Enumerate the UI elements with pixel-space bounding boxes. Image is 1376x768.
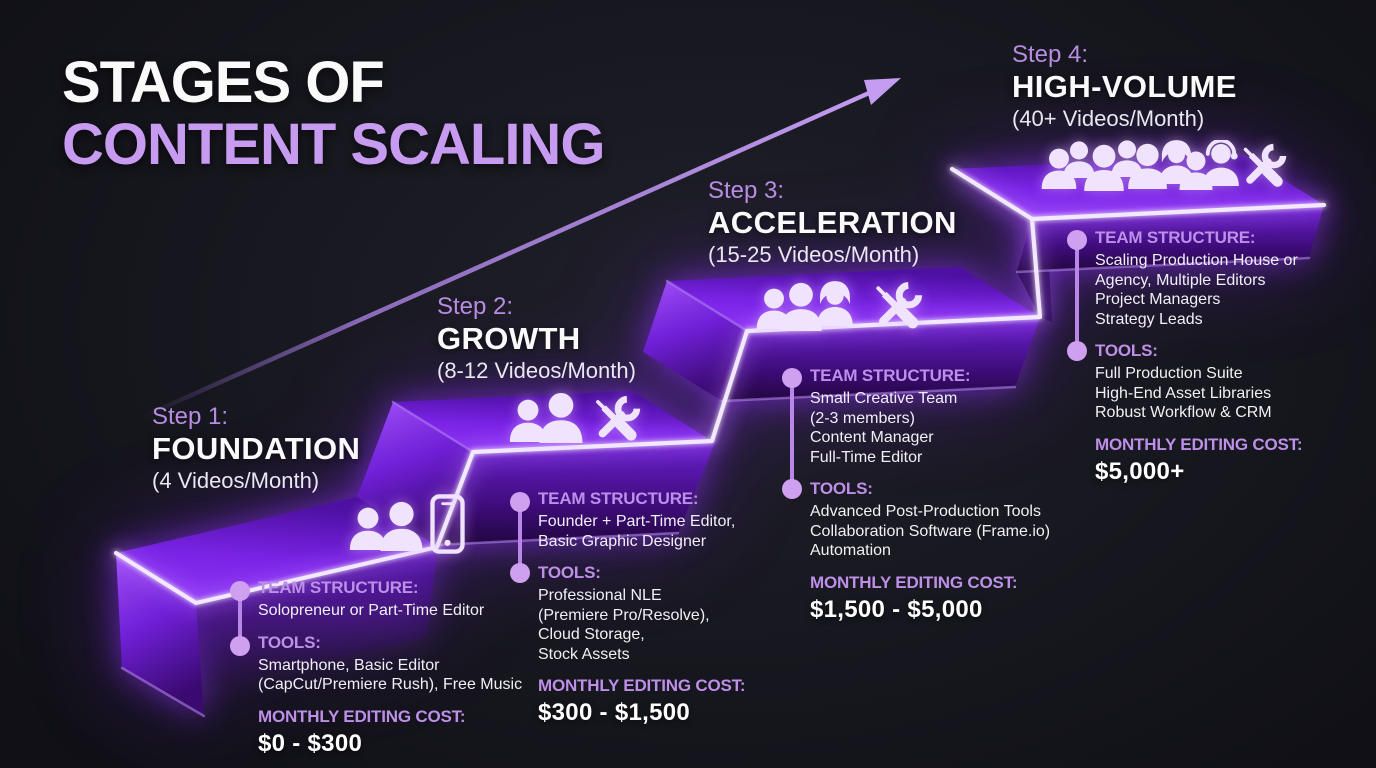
page-title-line-2: CONTENT SCALING <box>62 112 605 177</box>
step-2-videos: (8-12 Videos/Month) <box>437 358 636 383</box>
step-2-header: Step 2: GROWTH (8-12 Videos/Month) <box>437 292 636 385</box>
step-4-tools-text: Full Production Suite High-End Asset Lib… <box>1095 365 1272 421</box>
step-3-name: ACCELERATION <box>708 205 957 240</box>
step-1-cost-section: MONTHLY EDITING COST: $0 - $300 <box>258 707 548 758</box>
step-4-tools-section: TOOLS: Full Production Suite High-End As… <box>1095 341 1376 423</box>
page-title-line-1: STAGES OF <box>62 50 385 115</box>
step-3-riser <box>643 281 747 401</box>
step-3-videos: (15-25 Videos/Month) <box>708 242 920 267</box>
bullet-connectors <box>230 230 1087 656</box>
step-4-team-text: Scaling Production House or Agency, Mult… <box>1095 252 1298 328</box>
bullet-connector-step-3 <box>782 368 802 499</box>
step-3-header: Step 3: ACCELERATION (15-25 Videos/Month… <box>708 176 957 269</box>
step-edge-rims <box>120 256 1311 718</box>
step-1-tools-text: Smartphone, Basic Editor (CapCut/Premier… <box>258 656 523 694</box>
step-2-tools-heading: TOOLS: <box>538 563 601 582</box>
step-2-riser <box>357 402 473 545</box>
step-3-cost-section: MONTHLY EDITING COST: $1,500 - $5,000 <box>810 573 1110 624</box>
step-3-team-text: Small Creative Team (2-3 members) Conten… <box>810 390 958 466</box>
neon-edges <box>113 166 1327 606</box>
step-4-cost-section: MONTHLY EDITING COST: $5,000+ <box>1095 435 1376 486</box>
step-3-label: Step 3: <box>708 177 785 204</box>
step-2-cost-section: MONTHLY EDITING COST: $300 - $1,500 <box>538 676 818 727</box>
step-1-videos: (4 Videos/Month) <box>152 468 320 493</box>
bullet-connector-step-4 <box>1067 230 1087 361</box>
step-3-tools-text: Advanced Post-Production Tools Collabora… <box>810 503 1051 559</box>
step-3-tools-section: TOOLS: Advanced Post-Production Tools Co… <box>810 479 1110 561</box>
step-1-details: TEAM STRUCTURE: Solopreneur or Part-Time… <box>258 578 548 758</box>
bullet-connector-step-1 <box>230 581 250 656</box>
step-3-tools-heading: TOOLS: <box>810 479 873 498</box>
step-3-cost-heading: MONTHLY EDITING COST: <box>810 572 1018 592</box>
step-4-cost-value: $5,000+ <box>1095 457 1185 485</box>
step-1-tools-section: TOOLS: Smartphone, Basic Editor (CapCut/… <box>258 633 548 695</box>
step-1-cost-heading: MONTHLY EDITING COST: <box>258 706 466 726</box>
step-3-team-heading: TEAM STRUCTURE: <box>810 366 971 385</box>
step-2-front-face <box>435 440 716 545</box>
step-4-header: Step 4: HIGH-VOLUME (40+ Videos/Month) <box>1012 40 1237 133</box>
step-2-cost-value: $300 - $1,500 <box>538 699 691 726</box>
step-1-team-heading: TEAM STRUCTURE: <box>258 578 419 597</box>
step-2-tools-text: Professional NLE (Premiere Pro/Resolve),… <box>538 587 710 663</box>
step-1-cost-value: $0 - $300 <box>258 729 363 757</box>
step-4-front-face <box>1017 205 1324 272</box>
step-1-front-face <box>116 553 204 716</box>
step-3-cost-value: $1,500 - $5,000 <box>810 595 983 623</box>
step-2-team-text: Founder + Part-Time Editor, Basic Graphi… <box>538 513 736 550</box>
step-4-details: TEAM STRUCTURE: Scaling Production House… <box>1095 228 1376 486</box>
step-2-tools-section: TOOLS: Professional NLE (Premiere Pro/Re… <box>538 563 818 664</box>
step-1-platform <box>116 497 437 716</box>
step-1-tools-heading: TOOLS: <box>258 632 321 652</box>
growth-arrow-icon <box>139 78 901 421</box>
step-1-team-text: Solopreneur or Part-Time Editor <box>258 602 485 619</box>
step-4-label: Step 4: <box>1012 41 1089 68</box>
step-2-label: Step 2: <box>437 293 514 320</box>
step-2-cost-heading: MONTHLY EDITING COST: <box>538 676 746 695</box>
step-4-cost-heading: MONTHLY EDITING COST: <box>1095 434 1303 454</box>
step-2-name: GROWTH <box>437 321 581 356</box>
staircase <box>113 155 1327 718</box>
step-1-header: Step 1: FOUNDATION (4 Videos/Month) <box>152 402 360 495</box>
step-4-videos: (40+ Videos/Month) <box>1012 106 1205 131</box>
step-2-details: TEAM STRUCTURE: Founder + Part-Time Edit… <box>538 489 818 727</box>
step-3-details: TEAM STRUCTURE: Small Creative Team (2-3… <box>810 366 1110 624</box>
step-4-tools-heading: TOOLS: <box>1095 341 1158 360</box>
step-4-team-heading: TEAM STRUCTURE: <box>1095 228 1256 247</box>
page-title: STAGES OF CONTENT SCALING <box>62 50 605 177</box>
step-4-team-section: TEAM STRUCTURE: Scaling Production House… <box>1095 228 1376 329</box>
step-2-team-heading: TEAM STRUCTURE: <box>538 489 699 508</box>
step-1-label: Step 1: <box>152 403 229 430</box>
step-2-team-section: TEAM STRUCTURE: Founder + Part-Time Edit… <box>538 489 818 551</box>
step-4-name: HIGH-VOLUME <box>1012 69 1237 104</box>
bullet-connector-step-2 <box>510 492 530 583</box>
step-1-name: FOUNDATION <box>152 431 361 466</box>
step-1-team-section: TEAM STRUCTURE: Solopreneur or Part-Time… <box>258 578 548 621</box>
step-3-team-section: TEAM STRUCTURE: Small Creative Team (2-3… <box>810 366 1110 467</box>
